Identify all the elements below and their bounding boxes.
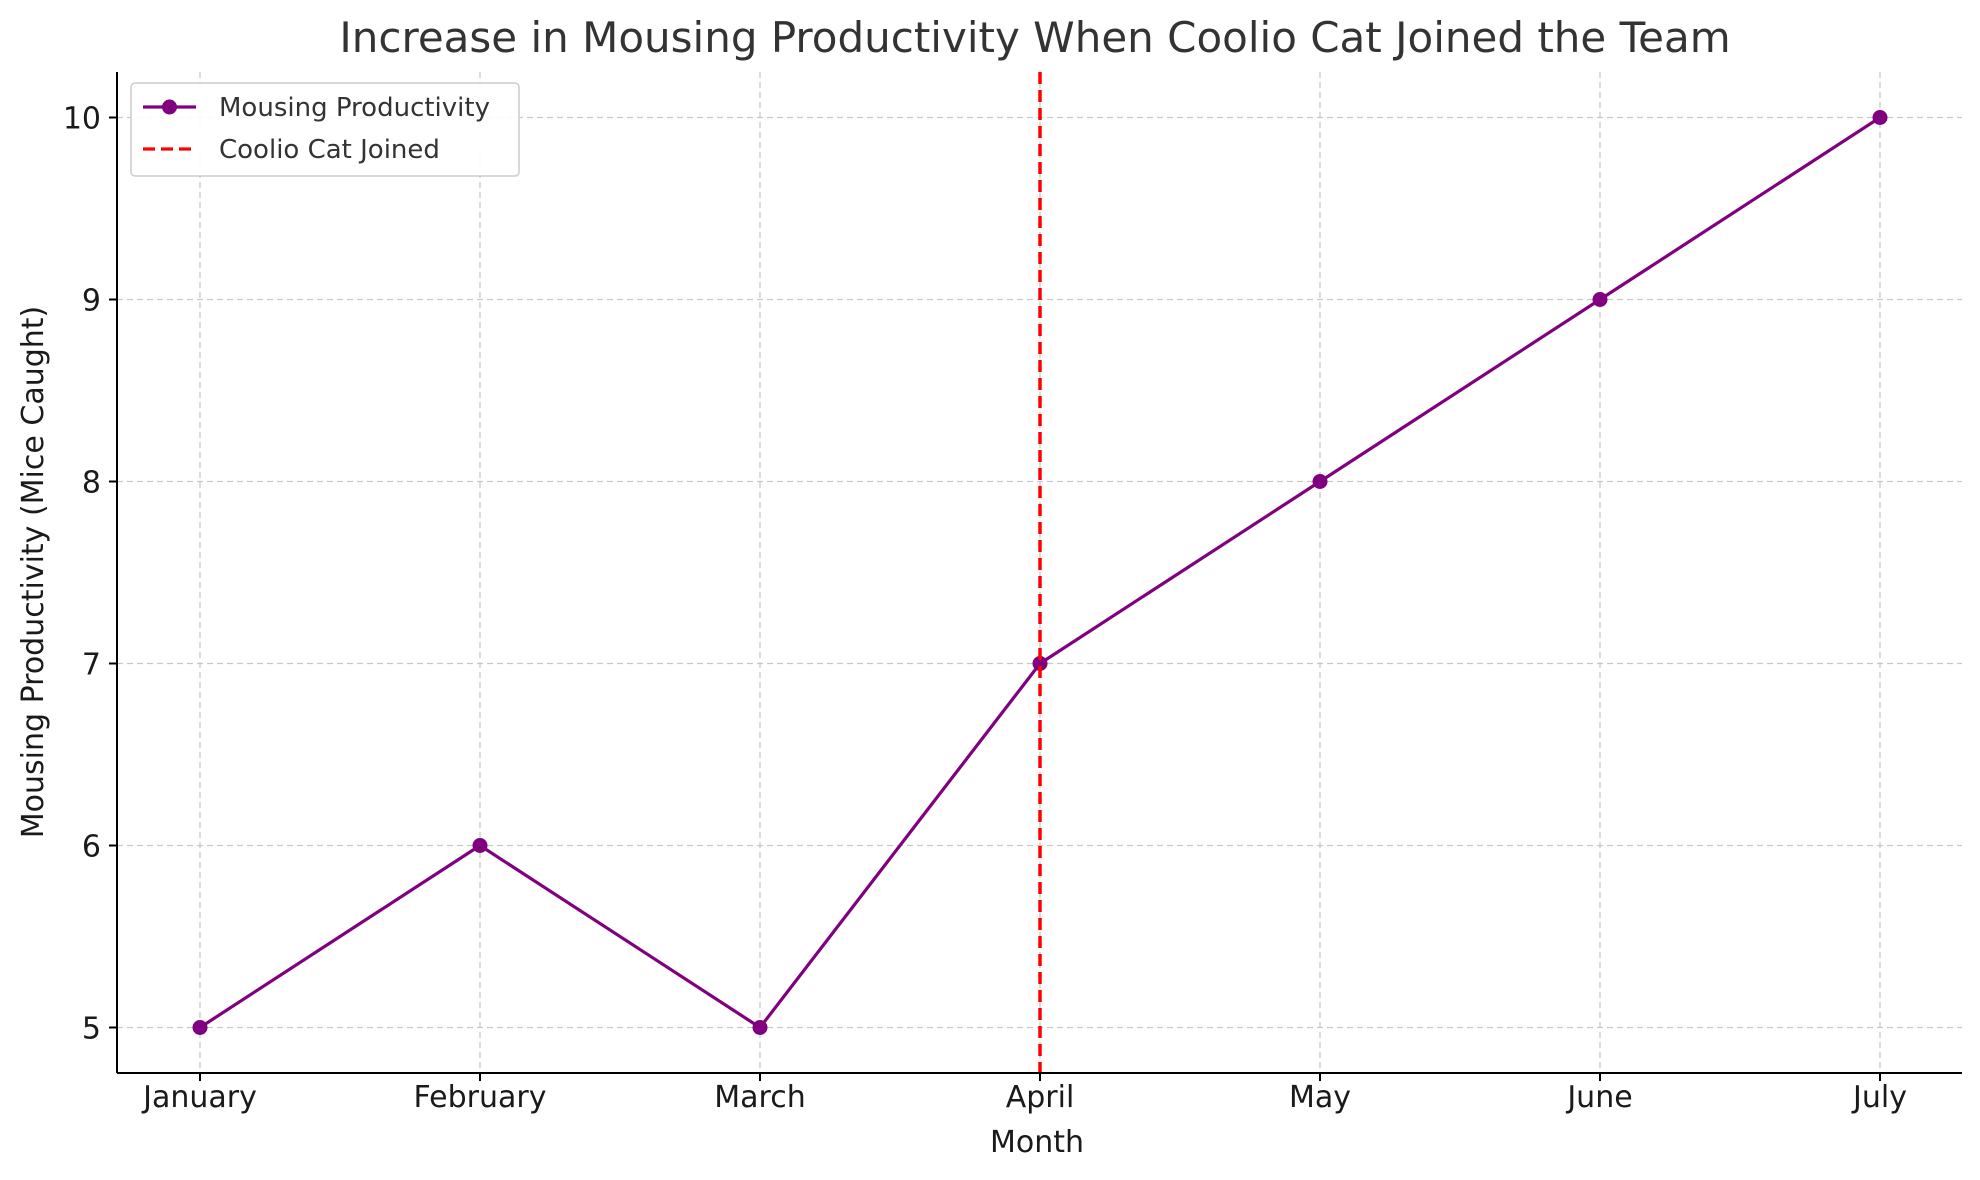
legend-entry-coolio-cat-joined-label: Coolio Cat Joined bbox=[219, 135, 440, 165]
x-tick-label-february: February bbox=[414, 1080, 547, 1115]
legend: Mousing Productivity Coolio Cat Joined bbox=[130, 82, 520, 177]
x-tick-label-april: April bbox=[1006, 1080, 1075, 1115]
y-tick-label-7: 7 bbox=[82, 648, 101, 683]
y-tick-label-10: 10 bbox=[63, 102, 101, 137]
x-tick-label-may: May bbox=[1289, 1080, 1351, 1115]
legend-frame bbox=[130, 82, 520, 177]
data-point-june bbox=[1592, 292, 1608, 307]
y-axis-title: Mousing Productivity (Mice Caught) bbox=[16, 306, 51, 838]
data-point-april bbox=[1032, 656, 1048, 671]
chart-title: Increase in Mousing Productivity When Co… bbox=[339, 13, 1730, 62]
data-point-may bbox=[1312, 474, 1328, 489]
axes bbox=[109, 72, 1962, 1081]
data-point-january bbox=[192, 1020, 208, 1035]
data-point-march bbox=[752, 1020, 768, 1035]
x-tick-label-march: March bbox=[714, 1080, 805, 1115]
tick-labels: 5 6 7 8 9 10 January February March April May June J… bbox=[63, 102, 1907, 1116]
x-tick-label-july: July bbox=[1851, 1080, 1907, 1115]
y-tick-label-6: 6 bbox=[82, 830, 101, 865]
x-tick-label-january: January bbox=[141, 1080, 257, 1115]
x-axis-title: Month bbox=[990, 1125, 1084, 1160]
legend-entry-mousing-productivity-marker bbox=[162, 99, 177, 115]
data-point-july bbox=[1872, 110, 1888, 125]
legend-entry-mousing-productivity-label: Mousing Productivity bbox=[219, 93, 490, 123]
y-tick-label-9: 9 bbox=[82, 284, 101, 319]
data-point-february bbox=[472, 838, 488, 853]
series-layer bbox=[192, 110, 1888, 1035]
x-tick-label-june: June bbox=[1565, 1080, 1632, 1115]
y-tick-label-5: 5 bbox=[82, 1012, 101, 1047]
y-tick-label-8: 8 bbox=[82, 466, 101, 501]
